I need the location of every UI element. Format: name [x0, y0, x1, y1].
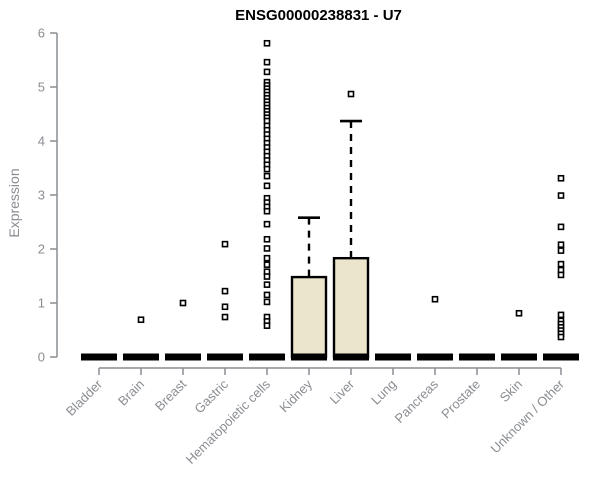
y-tick-label: 3 [38, 188, 45, 203]
x-tick-label: Bladder [63, 376, 106, 419]
y-tick-label: 6 [38, 26, 45, 41]
median-bar [375, 353, 411, 361]
x-tick-label: Skin [497, 377, 525, 405]
iqr-box [332, 256, 370, 359]
median-bar [417, 353, 453, 361]
outlier-point [263, 245, 271, 252]
y-tick-label: 2 [38, 242, 45, 257]
iqr-box [290, 275, 328, 359]
outlier-point [557, 247, 565, 254]
median-bar [501, 353, 537, 361]
outlier-point [557, 333, 565, 341]
outlier-point [263, 165, 271, 173]
x-tick-label: Breast [152, 376, 189, 413]
outlier-point [557, 271, 565, 279]
outlier-point [263, 220, 271, 228]
outlier-point [263, 68, 271, 76]
median-bar [81, 353, 117, 361]
x-tick-label: Prostate [438, 377, 483, 422]
median-bar [123, 353, 159, 361]
outlier-point [263, 254, 271, 262]
outlier-point [263, 207, 271, 215]
outlier-point [221, 313, 229, 321]
x-tick-label: Lung [368, 377, 399, 408]
outlier-point [557, 311, 565, 319]
x-tick-label: Unknown / Other [488, 376, 568, 456]
outlier-point [557, 241, 565, 248]
outlier-point [263, 291, 271, 299]
outlier-point [263, 322, 271, 329]
x-tick-label: Gastric [191, 376, 231, 416]
median-bar [249, 353, 285, 361]
outlier-point [263, 58, 271, 66]
median-bar [207, 353, 243, 361]
outlier-point [431, 295, 439, 303]
median-bar [165, 353, 201, 361]
outlier-point [557, 260, 565, 268]
outlier-point [347, 90, 355, 98]
y-tick-label: 5 [38, 80, 45, 95]
outlier-point [221, 303, 229, 311]
chart-title: ENSG00000238831 - U7 [235, 7, 402, 24]
outlier-point [263, 298, 271, 306]
outlier-point [137, 316, 145, 324]
y-tick-label: 1 [38, 296, 45, 311]
outlier-point [515, 309, 523, 317]
outlier-point [557, 192, 565, 199]
outlier-point [263, 235, 271, 243]
outlier-point [263, 39, 271, 47]
outlier-point [263, 281, 271, 288]
x-tick-label: Brain [115, 377, 147, 409]
outlier-point [557, 223, 565, 231]
outlier-point [179, 299, 187, 307]
outlier-point [263, 182, 271, 190]
outlier-point [221, 240, 229, 248]
median-bar [291, 353, 327, 361]
median-bar [459, 353, 495, 361]
outlier-point [263, 261, 271, 268]
x-tick-label: Pancreas [392, 376, 442, 426]
y-axis-label: Expression [6, 168, 22, 238]
outlier-point [221, 287, 229, 295]
y-tick-label: 0 [38, 350, 45, 365]
outlier-point [557, 174, 565, 182]
median-bar [543, 353, 579, 361]
outlier-point [263, 273, 271, 280]
median-bar [333, 353, 369, 361]
x-tick-label: Liver [327, 376, 358, 407]
y-tick-label: 4 [38, 134, 45, 149]
outlier-point [263, 172, 271, 180]
x-tick-label: Kidney [276, 376, 315, 415]
